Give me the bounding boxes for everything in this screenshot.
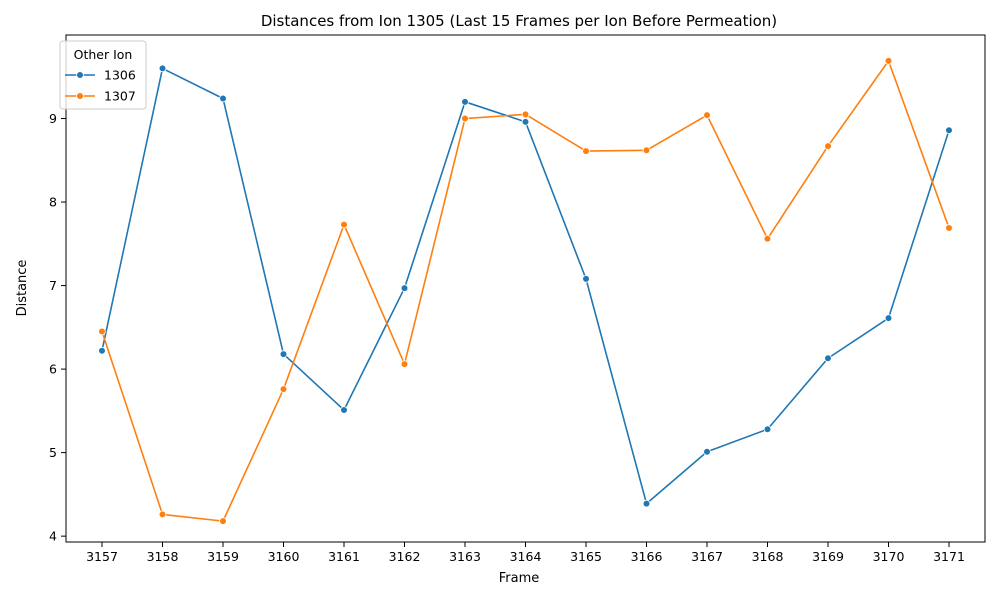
data-point-1306-3163 bbox=[461, 98, 469, 106]
data-point-1306-3168 bbox=[763, 425, 772, 434]
data-point-1306-3159 bbox=[219, 94, 227, 103]
x-tick-label: 3166 bbox=[631, 549, 663, 564]
series-line-1306 bbox=[101, 67, 950, 505]
data-point-1306-3169 bbox=[824, 354, 832, 363]
x-tick-label: 3167 bbox=[691, 549, 723, 564]
data-point-1306-3171 bbox=[945, 126, 953, 135]
x-tick-label: 3162 bbox=[389, 549, 421, 564]
legend-label: 1306 bbox=[104, 68, 136, 83]
data-point-1307-3165 bbox=[582, 147, 590, 155]
x-tick-label: 3168 bbox=[752, 549, 784, 564]
legend-marker-1307 bbox=[76, 92, 84, 100]
data-point-1306-3158 bbox=[158, 64, 167, 73]
data-point-1307-3158 bbox=[158, 510, 167, 519]
y-tick-label: 6 bbox=[49, 362, 57, 377]
legend-label: 1307 bbox=[104, 89, 136, 104]
y-tick-label: 8 bbox=[49, 195, 57, 210]
x-axis: 3157 3158 3159 3160 3161 3162 3163 3164 3165 3166… bbox=[86, 542, 965, 564]
y-tick-label: 9 bbox=[49, 111, 57, 126]
data-point-1307-3160 bbox=[279, 385, 288, 393]
data-point-1307-3161 bbox=[340, 220, 348, 229]
chart-title: Distances from Ion 1305 (Last 15 Frames … bbox=[261, 12, 777, 30]
x-tick-label: 3171 bbox=[933, 549, 965, 564]
x-tick-label: 3157 bbox=[86, 549, 118, 564]
x-tick-label: 3159 bbox=[207, 549, 239, 564]
data-point-1307-3171 bbox=[945, 224, 953, 232]
series-layer bbox=[98, 57, 953, 525]
data-point-1306-3170 bbox=[884, 314, 893, 322]
data-point-1306-3165 bbox=[582, 275, 590, 283]
y-tick-label: 5 bbox=[49, 445, 57, 460]
legend-marker-1306 bbox=[76, 71, 84, 79]
data-point-1307-3159 bbox=[219, 517, 227, 525]
data-point-1307-3168 bbox=[763, 235, 772, 243]
data-point-1306-3162 bbox=[400, 284, 409, 292]
data-point-1307-3166 bbox=[642, 146, 651, 155]
data-point-1306-3167 bbox=[703, 447, 711, 456]
data-point-1307-3169 bbox=[824, 142, 832, 150]
x-tick-label: 3165 bbox=[570, 549, 602, 564]
x-tick-label: 3158 bbox=[147, 549, 179, 564]
data-point-1307-3157 bbox=[98, 327, 106, 336]
data-point-1307-3167 bbox=[703, 111, 711, 119]
data-point-1306-3160 bbox=[279, 350, 288, 358]
data-point-1306-3166 bbox=[642, 499, 651, 508]
y-axis-title: Distance bbox=[15, 260, 30, 317]
data-point-1307-3163 bbox=[461, 114, 469, 123]
data-point-1307-3162 bbox=[400, 360, 409, 368]
y-tick-label: 7 bbox=[49, 278, 57, 293]
x-tick-label: 3169 bbox=[812, 549, 844, 564]
x-tick-label: 3170 bbox=[873, 549, 905, 564]
data-point-1306-3161 bbox=[340, 406, 348, 414]
legend-title: Other Ion bbox=[74, 47, 133, 62]
y-tick-label: 4 bbox=[49, 529, 57, 544]
series-line-1307 bbox=[101, 60, 950, 522]
y-axis: 4 5 6 7 8 9 bbox=[49, 111, 66, 544]
legend: Other Ion 1306 1307 bbox=[59, 40, 147, 110]
legend-box bbox=[59, 40, 147, 110]
x-tick-label: 3163 bbox=[449, 549, 481, 564]
x-tick-label: 3161 bbox=[328, 549, 360, 564]
x-tick-label: 3164 bbox=[510, 549, 542, 564]
x-tick-label: 3160 bbox=[268, 549, 300, 564]
x-axis-title: Frame bbox=[499, 571, 540, 586]
data-point-1306-3157 bbox=[98, 346, 106, 355]
data-point-1307-3164 bbox=[521, 110, 530, 119]
data-point-1306-3164 bbox=[521, 118, 530, 126]
data-point-1307-3170 bbox=[884, 57, 893, 65]
